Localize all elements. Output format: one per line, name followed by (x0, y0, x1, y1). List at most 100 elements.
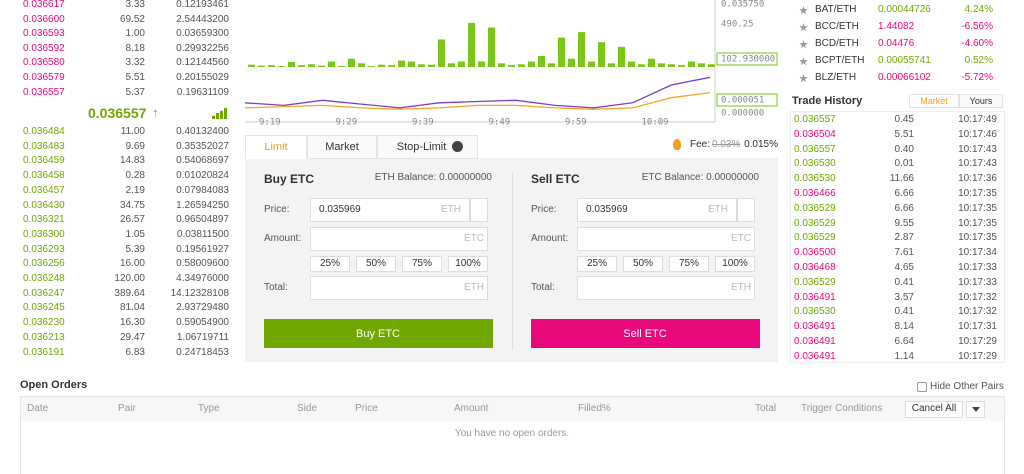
market-pair[interactable]: BCPT/ETH (815, 55, 865, 66)
hide-pairs-label: Hide Other Pairs (930, 381, 1004, 392)
volume-bar (438, 39, 445, 67)
order-tab-label[interactable]: Limit (264, 141, 288, 153)
amount-label: Amount: (531, 233, 569, 244)
ask-total: 0.19631109 (176, 86, 229, 98)
dropdown-caret (972, 407, 980, 412)
trade-tab-label[interactable]: Yours (969, 96, 993, 106)
submit-button[interactable] (531, 319, 760, 348)
trade-tab[interactable] (959, 94, 1003, 108)
trade-amount: 0.40 (894, 143, 914, 155)
indicator-line (245, 76, 711, 109)
percent-label[interactable]: 25% (586, 258, 607, 269)
x-tick-label: 9:59 (565, 118, 587, 128)
column-header: Type (198, 403, 220, 414)
trade-amount: 0.41 (894, 306, 914, 318)
order-tab-label[interactable]: Stop-Limit (396, 141, 447, 153)
ask-amount: 8.18 (125, 42, 145, 54)
percent-label[interactable]: 100% (722, 258, 748, 269)
bid-total: 14.12328108 (170, 287, 229, 299)
trade-time: 10:17:35 (958, 232, 997, 244)
favorite-star[interactable] (799, 57, 808, 66)
price-input[interactable] (310, 198, 470, 222)
trade-amount: 4.65 (894, 262, 914, 273)
trade-price: 0.036491 (794, 350, 836, 362)
percent-button[interactable] (356, 256, 396, 272)
percent-button[interactable] (402, 256, 442, 272)
price-value[interactable]: 0.035969 (586, 204, 628, 215)
price-spinner[interactable] (737, 198, 755, 222)
favorite-star[interactable] (799, 23, 808, 32)
bid-price: 0.036230 (23, 317, 65, 329)
percent-button[interactable] (715, 256, 755, 272)
bid-total: 2.93729480 (176, 302, 229, 314)
volume-bar (348, 58, 355, 67)
percent-label[interactable]: 50% (632, 258, 653, 269)
trade-price: 0.036530 (794, 306, 836, 318)
trade-amount: 6.64 (894, 336, 914, 347)
percent-button[interactable] (310, 256, 350, 272)
market-pair[interactable]: BAT/ETH (815, 4, 857, 15)
trade-amount: 6.66 (894, 188, 914, 199)
order-tab[interactable] (307, 135, 377, 159)
bid-total: 0.58009600 (176, 258, 229, 270)
bid-total: 0.03811500 (176, 228, 229, 240)
order-tab-label[interactable]: Market (325, 141, 359, 153)
volume-bar (578, 32, 585, 67)
trade-tab-label[interactable]: Market (920, 96, 948, 106)
amount-unit: ETC (464, 233, 484, 244)
price-spinner[interactable] (470, 198, 488, 222)
cancel-all-label[interactable]: Cancel All (911, 403, 957, 414)
volume-bar (368, 66, 375, 67)
volume-bar (488, 27, 495, 67)
favorite-star[interactable] (799, 74, 808, 83)
bid-total: 0.96504897 (176, 214, 229, 226)
bid-total: 0.40132400 (176, 126, 229, 137)
volume-bar (428, 64, 435, 67)
open-orders-header (21, 397, 1004, 421)
bar-icon (212, 108, 228, 119)
percent-button[interactable] (448, 256, 488, 272)
favorite-star[interactable] (799, 6, 808, 15)
ask-price: 0.036600 (23, 13, 65, 25)
percent-label[interactable]: 75% (411, 258, 432, 269)
x-tick-label: 9:39 (412, 118, 434, 128)
cancel-all-button[interactable] (905, 401, 963, 418)
bid-price: 0.036248 (23, 273, 65, 284)
submit-button[interactable] (264, 319, 493, 348)
percent-label[interactable]: 100% (455, 258, 481, 269)
volume-bar (498, 63, 505, 67)
volume-bar (458, 61, 465, 67)
trade-price: 0.036500 (794, 247, 836, 259)
market-change: 0.52% (964, 55, 993, 66)
submit-label[interactable]: Buy ETC (355, 328, 400, 340)
percent-button[interactable] (623, 256, 663, 272)
total-input[interactable] (310, 276, 488, 300)
bid-total: 0.24718453 (176, 346, 229, 358)
amount-input[interactable] (577, 227, 755, 251)
percent-label[interactable]: 75% (678, 258, 699, 269)
trade-tab[interactable] (909, 94, 959, 108)
favorite-star[interactable] (799, 40, 808, 49)
price-value[interactable]: 0.035969 (319, 204, 361, 215)
indicator-label-box (716, 93, 778, 107)
price-input[interactable] (577, 198, 737, 222)
hide-pairs-checkbox[interactable] (917, 382, 927, 392)
trade-price: 0.036529 (794, 276, 836, 288)
percent-button[interactable] (577, 256, 617, 272)
bid-amount: 9.69 (125, 140, 145, 152)
submit-label[interactable]: Sell ETC (623, 328, 667, 340)
percent-label[interactable]: 25% (319, 258, 340, 269)
market-price: 0.00044726 (878, 4, 931, 15)
trade-time: 10:17:32 (958, 291, 997, 303)
market-pair[interactable]: BLZ/ETH (815, 72, 857, 83)
percent-button[interactable] (669, 256, 709, 272)
percent-label[interactable]: 50% (365, 258, 386, 269)
volume-bar (308, 64, 315, 67)
indicator-line (245, 91, 711, 110)
amount-input[interactable] (310, 227, 488, 251)
market-pair[interactable]: BCC/ETH (815, 21, 859, 32)
order-tab[interactable] (245, 135, 307, 159)
ask-amount: 69.52 (119, 13, 145, 25)
market-pair[interactable]: BCD/ETH (815, 38, 859, 49)
total-input[interactable] (577, 276, 755, 300)
